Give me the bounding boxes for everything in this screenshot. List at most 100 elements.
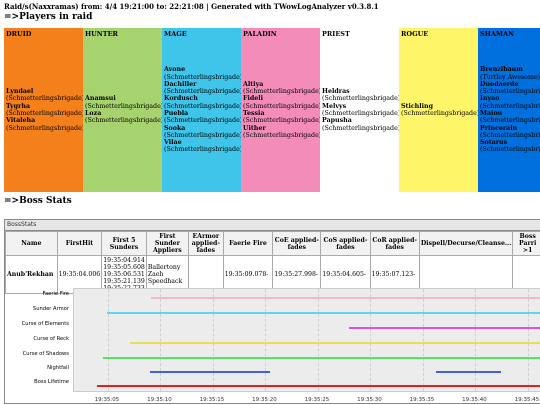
player-entry: Stichling (Schmetterlingsbrigade) xyxy=(401,103,478,118)
gridline xyxy=(422,289,424,391)
player-entry: Sotarus(Schmetterlingsbrigade) xyxy=(480,139,540,154)
player-name: Melvys xyxy=(322,102,347,110)
gridline xyxy=(212,289,214,391)
player-name: Fideli xyxy=(243,95,264,103)
column-header: Faerie Fire xyxy=(222,231,274,256)
player-name: Sooka xyxy=(164,124,186,132)
timeline-tick-label: 19:35:10 xyxy=(147,397,172,403)
class-column-druid: DRUID Lyndael (Schmetterlingsbrigade) Tygrh… xyxy=(4,28,83,192)
class-header: HUNTER xyxy=(85,30,118,38)
player-entry: Altiya (Schmetterlingsbrigade) xyxy=(243,81,320,96)
table-header-row: Name FirstHit First 5 Sunders First Sunder … xyxy=(5,231,540,256)
gridline xyxy=(370,289,372,391)
player-name: Vilae xyxy=(164,139,182,147)
class-column-rogue: ROGUE Stichling (Schmetterlingsbrigade) xyxy=(399,28,478,192)
report-header: Raid/s(Naxxramas) from: 4/4 19:21:00 to:… xyxy=(4,2,379,11)
column-header: First 5 Sunders xyxy=(101,231,147,256)
player-name: Stichling xyxy=(401,102,434,110)
boss-section-title: =>Boss Stats xyxy=(4,196,72,206)
player-name: Puebla xyxy=(164,110,189,117)
timeline-bar xyxy=(106,312,540,314)
class-members: Avone (Schmetterlingsbrigade) Dachiller (Sc… xyxy=(164,28,241,192)
class-column-paladin: PALADIN Altiya (Schmetterlingsbrigade) Fide… xyxy=(241,28,320,192)
class-header: DRUID xyxy=(6,30,32,38)
player-guild: (Schmetterlingsbrigade) xyxy=(480,88,540,96)
class-members: Anamsui (Schmetterlingsbrigade) Loza (Schme… xyxy=(85,28,162,192)
timeline-bar xyxy=(97,385,540,387)
player-name: Lyndael xyxy=(6,88,34,96)
timeline-plot-area xyxy=(73,288,540,392)
column-header: First Sunder Appliers xyxy=(145,231,189,256)
player-guild: (Schmetterlingsbrigade) xyxy=(6,124,83,132)
player-guild: (Schmetterlingsbrigade) xyxy=(480,117,540,125)
players-class-grid: DRUID Lyndael (Schmetterlingsbrigade) Tygrh… xyxy=(4,28,540,192)
class-column-hunter: HUNTER Anamsui (Schmetterlingsbrigade) Loza… xyxy=(83,28,162,192)
player-name: Heldras xyxy=(322,88,350,96)
column-header: Dispell/Decurse/Cleanse... xyxy=(418,231,514,256)
table-cell: 19:35:07.123- xyxy=(369,255,420,294)
player-entry: Puebla (Schmetterlingsbrigade) xyxy=(164,110,241,125)
column-header: EArmor applied-fades xyxy=(187,231,224,256)
class-header: ROGUE xyxy=(401,30,429,38)
player-name: Vitaleha xyxy=(6,117,36,125)
timeline-bar xyxy=(349,327,540,329)
player-entry: Maiou(Schmetterlingsbrigade) xyxy=(480,110,540,125)
class-members: Stichling (Schmetterlingsbrigade) xyxy=(401,28,478,192)
class-column-mage: MAGE Avone (Schmetterlingsbrigade) Dachille… xyxy=(162,28,241,192)
timeline-tick-label: 19:35:45 xyxy=(514,397,540,403)
player-entry: Tessia (Schmetterlingsbrigade) xyxy=(243,110,320,125)
gridline xyxy=(475,289,477,391)
timeline-row-label: Curse of Shadows xyxy=(22,351,69,357)
player-name: Princerain xyxy=(480,124,518,132)
players-section-title: =>Players in raid xyxy=(4,12,93,22)
column-header: CoS applied-fades xyxy=(320,231,371,256)
class-header: PALADIN xyxy=(243,30,277,38)
player-entry: Papusha (Schmetterlingsbrigade) xyxy=(322,117,399,132)
gridline xyxy=(107,289,109,391)
player-entry: Melvys (Schmetterlingsbrigade) xyxy=(322,103,399,118)
player-entry: Uither (Schmetterlingsbrigade) xyxy=(243,125,320,140)
class-header: MAGE xyxy=(164,30,187,38)
timeline-row-label: Sunder Armor xyxy=(32,306,69,312)
player-guild: (Schmetterlingsbrigade) xyxy=(6,95,83,103)
table-cell: Anub'Rekhan xyxy=(5,255,58,294)
class-column-priest: PRIEST Heldras (Schmetterlingsbrigade) Melv… xyxy=(320,28,399,192)
timeline-row-label: Boss Lifetime xyxy=(34,379,69,385)
player-name: Avone xyxy=(164,66,186,74)
player-entry: Fideli (Schmetterlingsbrigade) xyxy=(243,95,320,110)
table-cell xyxy=(418,255,514,294)
player-name: Kordusch xyxy=(164,95,198,103)
player-entry: Inyao(Schmetterlingsbrigade) xyxy=(480,95,540,110)
player-guild: (Schmetterlingsbrigade) xyxy=(322,124,399,132)
column-header: Name xyxy=(5,231,58,256)
player-entry: Heldras (Schmetterlingsbrigade) xyxy=(322,88,399,103)
gridline xyxy=(527,289,529,391)
player-guild: (Schmetterlingsbrigade) xyxy=(164,117,241,125)
player-guild: (Schmetterlingsbrigade) xyxy=(85,102,162,110)
player-guild: (Schmetterlingsbrigade) xyxy=(164,88,241,96)
player-entry: Tygrha (Schmetterlingsbrigade) xyxy=(6,103,83,118)
player-entry: Vilae (Schmetterlingsbrigade) xyxy=(164,139,241,154)
table-cell: Ballertony Zaeh Speedhack xyxy=(145,255,189,294)
player-name: Loza xyxy=(85,110,102,117)
player-name: Dachiller xyxy=(164,80,197,88)
player-guild: (Schmetterlingsbrigade) xyxy=(322,95,399,103)
player-name: Inyao xyxy=(480,95,500,103)
gridline xyxy=(160,289,162,391)
player-name: Tessia xyxy=(243,110,265,117)
class-header: SHAMAN xyxy=(480,30,515,38)
gridline xyxy=(265,289,267,391)
player-entry: Dachiller (Schmetterlingsbrigade) xyxy=(164,81,241,96)
player-name: Maiou xyxy=(480,110,503,117)
player-entry: Avone (Schmetterlingsbrigade) xyxy=(164,66,241,81)
column-header: CoE applied-fades xyxy=(272,231,322,256)
player-entry: Anamsui (Schmetterlingsbrigade) xyxy=(85,95,162,110)
column-header: Boss Parri >1 xyxy=(512,231,540,256)
table-cell: 19:35:27.998- xyxy=(272,255,322,294)
player-guild: (Schmetterlingsbrigade) xyxy=(480,131,540,139)
player-entry: Brenzlbaum (Turtley Awesome) xyxy=(480,66,540,81)
table-cell: 19:35:09.078- xyxy=(222,255,274,294)
timeline-tick-label: 19:35:20 xyxy=(252,397,277,403)
player-guild: (Schmetterlingsbrigade) xyxy=(164,131,241,139)
player-entry: Duodaerde(Schmetterlingsbrigade) xyxy=(480,81,540,96)
